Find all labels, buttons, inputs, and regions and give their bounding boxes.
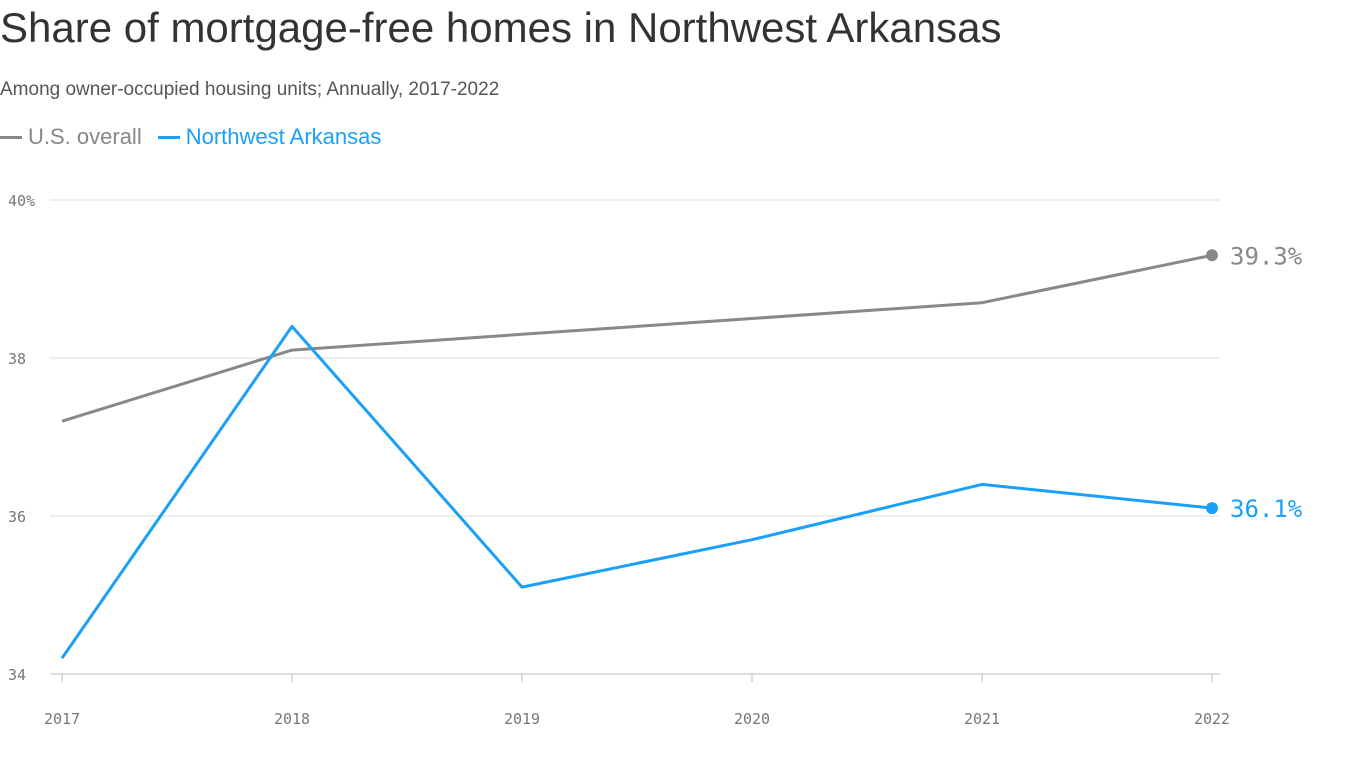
legend-item-us: U.S. overall xyxy=(0,124,142,150)
end-point-1 xyxy=(1206,502,1218,515)
legend-swatch-nwa xyxy=(157,135,180,139)
y-tick-label: 40% xyxy=(8,192,35,210)
legend-item-nwa: Northwest Arkansas xyxy=(157,124,382,150)
legend-label-us: U.S. overall xyxy=(28,124,142,149)
chart-subtitle: Among owner-occupied housing units; Annu… xyxy=(0,79,500,100)
x-tick-label: 2017 xyxy=(44,710,80,728)
x-tick-label: 2019 xyxy=(504,710,540,728)
y-tick-label: 38 xyxy=(8,350,26,368)
x-tick-label: 2022 xyxy=(1194,710,1230,728)
chart-title: Share of mortgage-free homes in Northwes… xyxy=(0,4,1002,51)
series-line-0 xyxy=(61,253,1213,423)
end-label-0: 39.3% xyxy=(1230,242,1303,270)
series-line-1 xyxy=(60,324,1213,660)
x-tick-label: 2020 xyxy=(734,710,770,728)
legend-swatch-us xyxy=(0,135,22,139)
legend-label-nwa: Northwest Arkansas xyxy=(185,124,382,149)
legend: U.S. overall Northwest Arkansas xyxy=(0,124,381,150)
end-point-0 xyxy=(1206,249,1218,262)
end-label-1: 36.1% xyxy=(1230,495,1303,523)
x-tick-label: 2018 xyxy=(274,710,310,728)
x-tick-label: 2021 xyxy=(964,710,1000,728)
y-tick-label: 36 xyxy=(8,508,26,526)
y-tick-label: 34 xyxy=(8,666,26,684)
